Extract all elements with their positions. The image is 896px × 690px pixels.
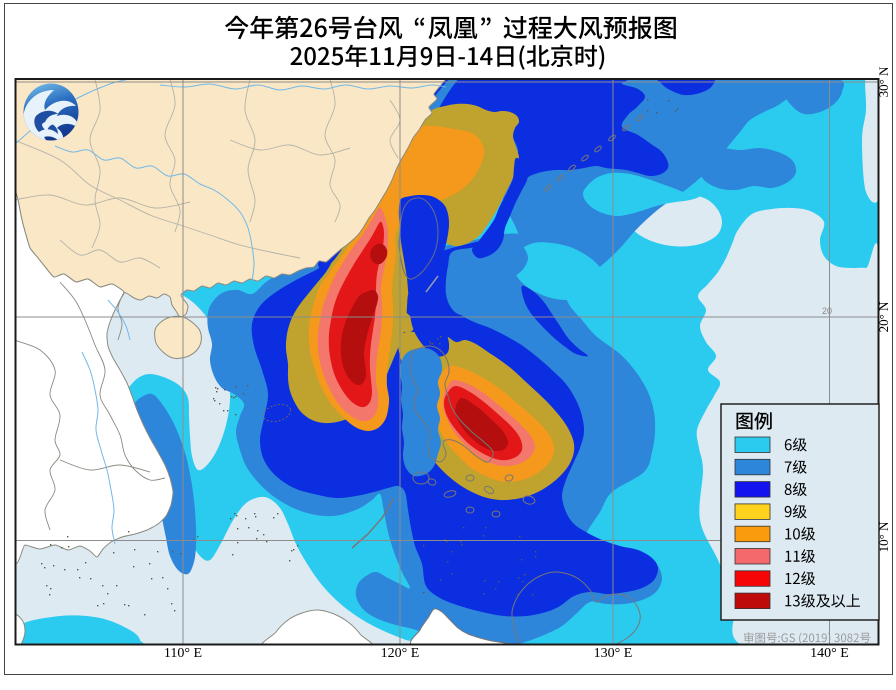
svg-text:130° E: 130° E [594,646,633,661]
svg-text:110° E: 110° E [164,646,202,661]
svg-text:30° N: 30° N [876,66,891,97]
svg-text:120° E: 120° E [381,646,420,661]
svg-text:20: 20 [822,306,832,316]
svg-text:20° N: 20° N [876,301,891,332]
svg-text:140° E: 140° E [810,646,849,661]
